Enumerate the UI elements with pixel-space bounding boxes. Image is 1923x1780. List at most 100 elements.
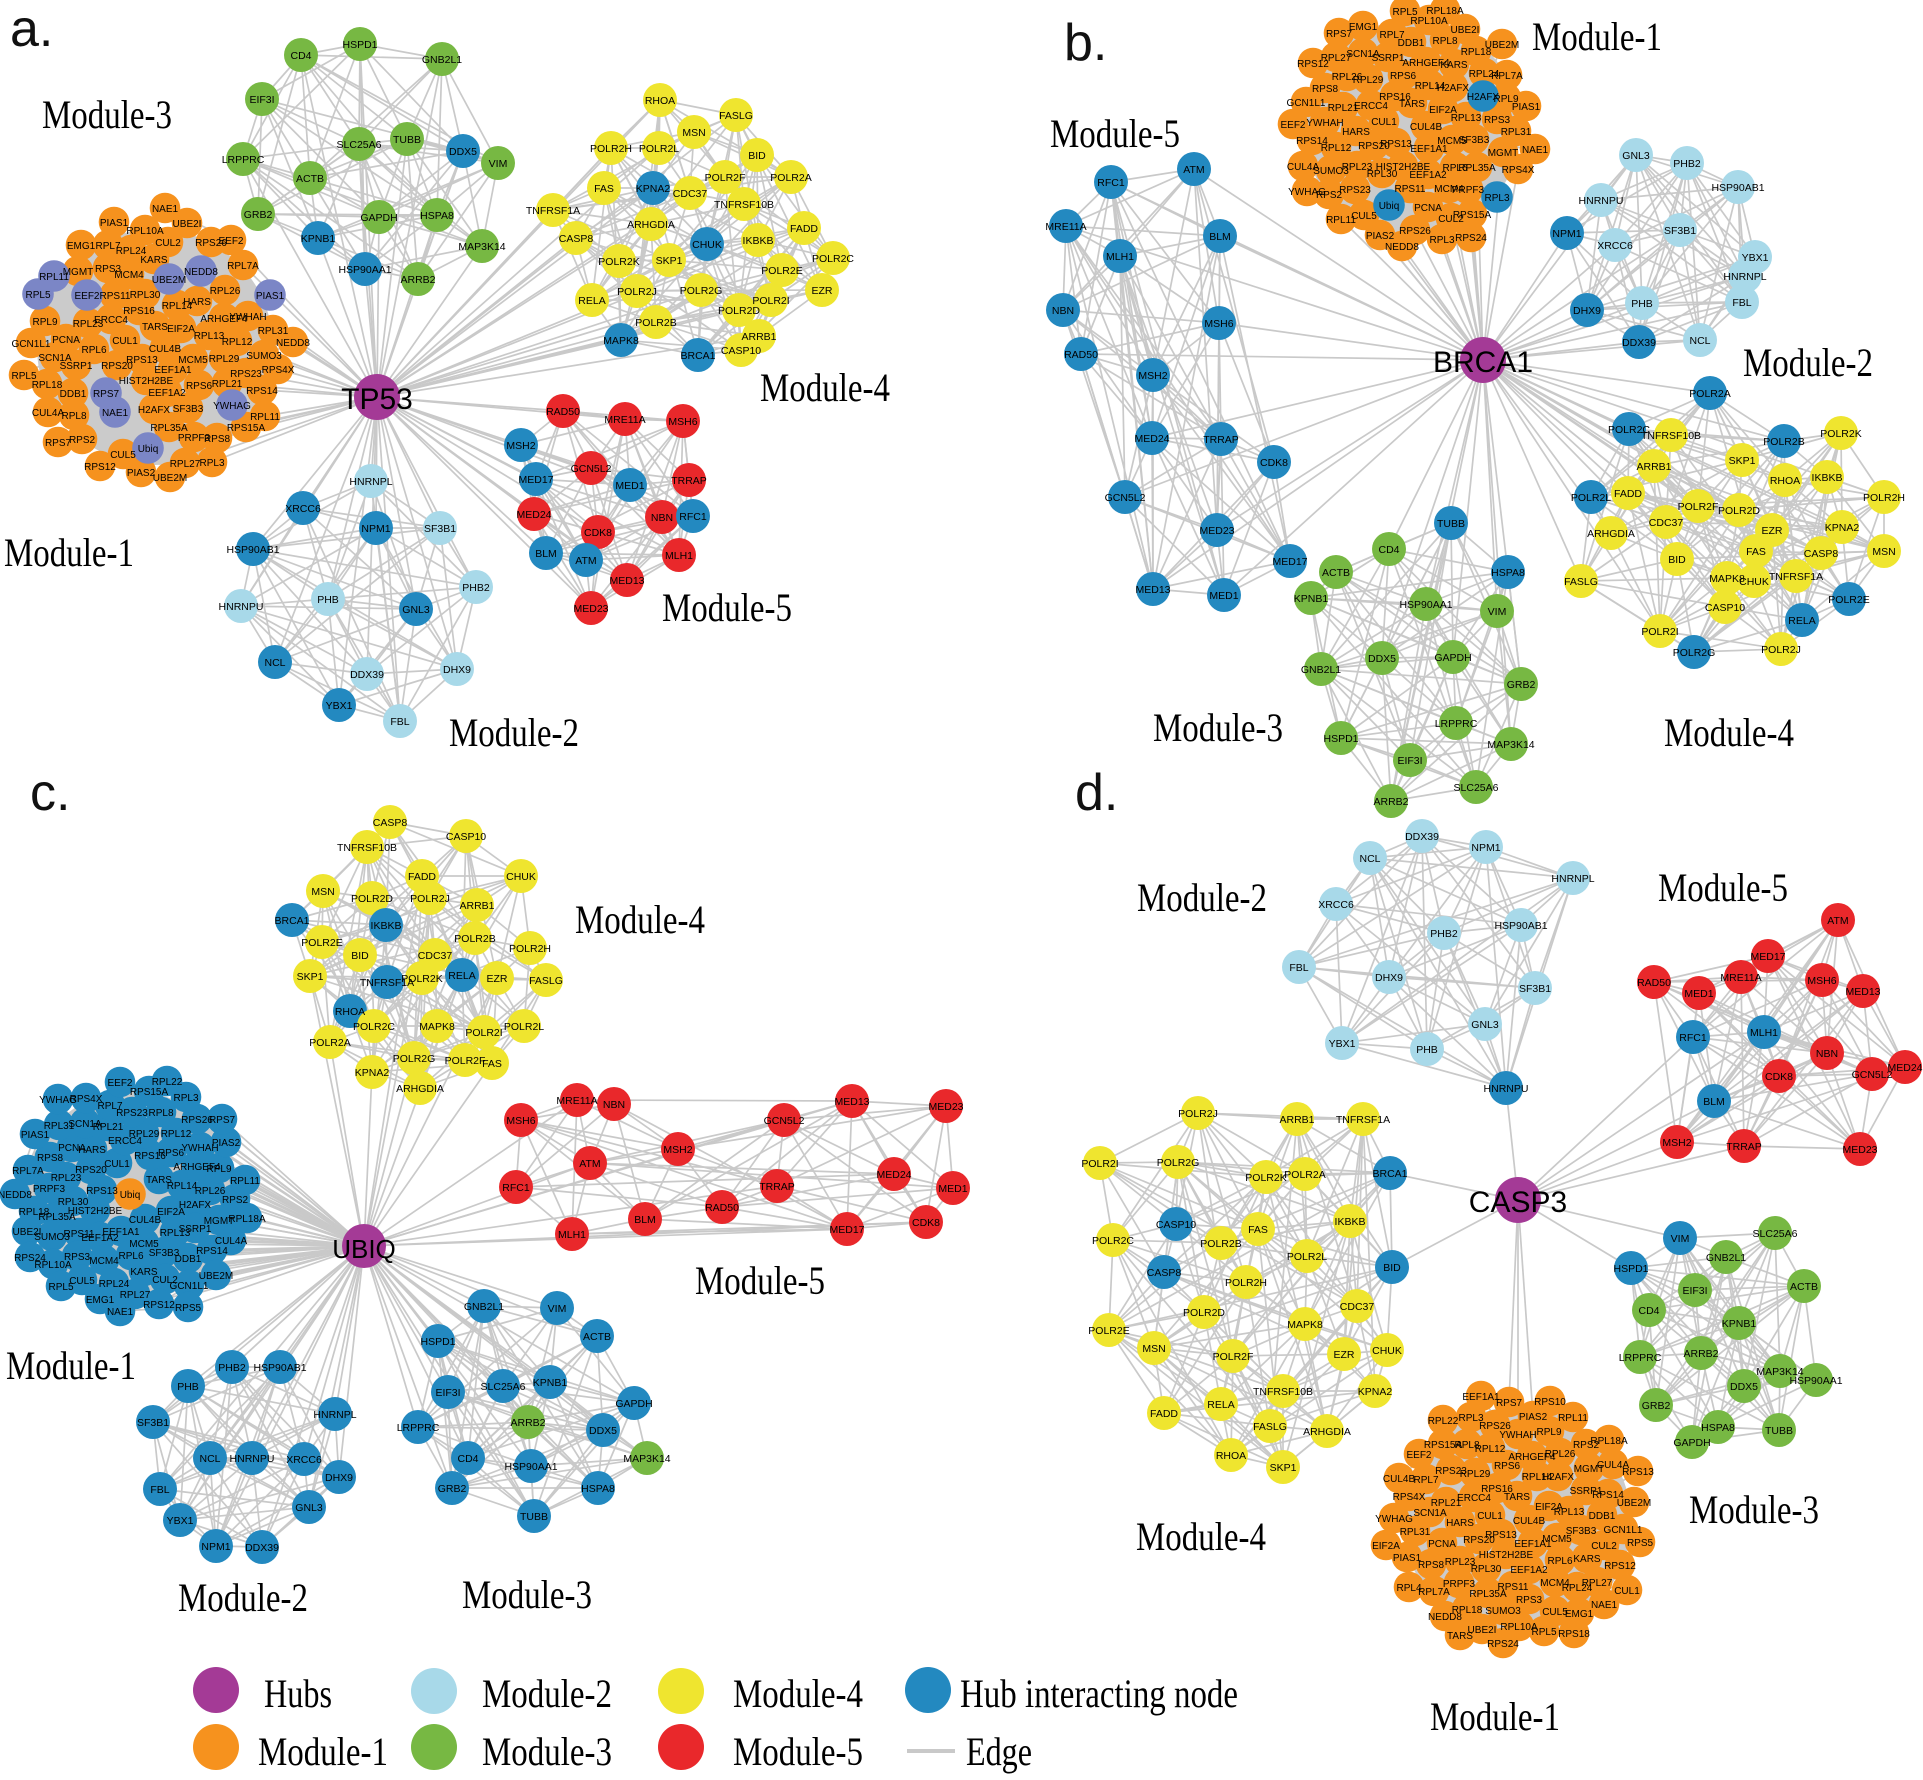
svg-text:HSP90AA1: HSP90AA1 bbox=[1399, 599, 1452, 611]
svg-text:Module-5: Module-5 bbox=[662, 585, 792, 630]
svg-text:KARS: KARS bbox=[130, 1267, 158, 1278]
svg-text:Module-1: Module-1 bbox=[258, 1729, 388, 1774]
svg-text:ERCC4: ERCC4 bbox=[108, 1136, 142, 1147]
svg-text:RPL9: RPL9 bbox=[1536, 1427, 1561, 1438]
svg-text:POLR2E: POLR2E bbox=[301, 937, 342, 949]
svg-text:MED1: MED1 bbox=[1684, 988, 1713, 1000]
svg-text:CD4: CD4 bbox=[290, 50, 311, 62]
svg-text:RPL8: RPL8 bbox=[1432, 36, 1457, 47]
svg-text:SCN1A: SCN1A bbox=[38, 353, 72, 364]
svg-text:MSH6: MSH6 bbox=[506, 1115, 535, 1127]
svg-text:RPL11: RPL11 bbox=[250, 412, 280, 423]
svg-text:POLR2I: POLR2I bbox=[1081, 1158, 1118, 1170]
svg-text:MSN: MSN bbox=[1142, 1343, 1165, 1355]
svg-text:RPL14: RPL14 bbox=[1415, 81, 1446, 92]
svg-text:POLR2I: POLR2I bbox=[752, 295, 789, 307]
svg-text:Ubiq: Ubiq bbox=[120, 1190, 141, 1201]
svg-text:RPS13: RPS13 bbox=[126, 355, 158, 366]
svg-text:RPS18: RPS18 bbox=[1558, 1629, 1590, 1640]
svg-text:POLR2J: POLR2J bbox=[617, 286, 657, 298]
svg-text:CHUK: CHUK bbox=[1372, 1345, 1402, 1357]
svg-text:MED23: MED23 bbox=[1199, 525, 1234, 537]
svg-text:RPL24: RPL24 bbox=[116, 246, 147, 257]
svg-text:EIF2A: EIF2A bbox=[1372, 1541, 1400, 1552]
svg-text:MAPK8: MAPK8 bbox=[419, 1021, 455, 1033]
svg-text:TNFRSF10B: TNFRSF10B bbox=[1253, 1386, 1313, 1398]
svg-text:RPS16: RPS16 bbox=[134, 1151, 166, 1162]
svg-text:UBE2I: UBE2I bbox=[13, 1227, 42, 1238]
svg-text:RPL23: RPL23 bbox=[73, 319, 104, 330]
svg-text:RPS3: RPS3 bbox=[64, 1252, 91, 1263]
svg-text:RPS24: RPS24 bbox=[1455, 233, 1487, 244]
svg-text:DHX9: DHX9 bbox=[443, 664, 471, 676]
svg-text:RPL30: RPL30 bbox=[1367, 169, 1398, 180]
svg-text:RPS16: RPS16 bbox=[1481, 1484, 1513, 1495]
svg-text:EEF2: EEF2 bbox=[1280, 120, 1305, 131]
svg-text:MED13: MED13 bbox=[1845, 986, 1880, 998]
svg-text:BRCA1: BRCA1 bbox=[274, 915, 309, 927]
svg-text:TARS: TARS bbox=[1504, 1492, 1530, 1503]
svg-text:RPL7A: RPL7A bbox=[1491, 71, 1523, 82]
svg-text:RPL12: RPL12 bbox=[1321, 143, 1352, 154]
svg-text:RPS23: RPS23 bbox=[1339, 185, 1371, 196]
svg-text:PHB2: PHB2 bbox=[1673, 158, 1701, 170]
svg-text:UBE2M: UBE2M bbox=[152, 275, 186, 286]
svg-text:RPL27: RPL27 bbox=[120, 1290, 151, 1301]
svg-text:CHUK: CHUK bbox=[692, 239, 722, 251]
svg-text:PHB2: PHB2 bbox=[1430, 928, 1458, 940]
svg-text:POLR2G: POLR2G bbox=[680, 285, 723, 297]
svg-text:RPS4X: RPS4X bbox=[1393, 1492, 1426, 1503]
svg-text:NCL: NCL bbox=[264, 657, 285, 669]
svg-text:RPL23: RPL23 bbox=[1445, 1557, 1476, 1568]
svg-text:FADD: FADD bbox=[1150, 1408, 1178, 1420]
svg-text:RFC1: RFC1 bbox=[679, 511, 707, 523]
svg-text:RPL24: RPL24 bbox=[1562, 1583, 1593, 1594]
svg-text:GAPDH: GAPDH bbox=[360, 212, 397, 224]
svg-text:YBX1: YBX1 bbox=[1742, 252, 1769, 264]
svg-text:YWHAG: YWHAG bbox=[213, 401, 251, 412]
svg-text:ACTB: ACTB bbox=[1790, 1281, 1818, 1293]
svg-text:YWHAG: YWHAG bbox=[1375, 1514, 1413, 1525]
svg-text:H2AFX: H2AFX bbox=[179, 1200, 212, 1211]
svg-text:EIF3I: EIF3I bbox=[435, 1387, 460, 1399]
svg-text:PIAS2: PIAS2 bbox=[127, 468, 156, 479]
svg-text:RELA: RELA bbox=[1207, 1399, 1234, 1411]
svg-text:H2AFX: H2AFX bbox=[1467, 92, 1500, 103]
svg-text:TUBB: TUBB bbox=[393, 134, 421, 146]
svg-text:CDK8: CDK8 bbox=[1260, 457, 1288, 469]
svg-text:TUBB: TUBB bbox=[1437, 518, 1465, 530]
svg-text:BRCA1: BRCA1 bbox=[1372, 1168, 1407, 1180]
svg-text:PRPF3: PRPF3 bbox=[1452, 185, 1485, 196]
svg-text:RAD50: RAD50 bbox=[1637, 977, 1671, 989]
svg-text:LRPPRC: LRPPRC bbox=[1435, 718, 1478, 730]
svg-text:POLR2L: POLR2L bbox=[504, 1021, 544, 1033]
svg-text:GCN1L1: GCN1L1 bbox=[12, 339, 51, 350]
svg-text:EMG1: EMG1 bbox=[1565, 1609, 1594, 1620]
svg-text:RPS14: RPS14 bbox=[246, 386, 278, 397]
svg-text:RPL30: RPL30 bbox=[58, 1197, 89, 1208]
svg-text:RAD50: RAD50 bbox=[546, 406, 580, 418]
svg-text:MCM4: MCM4 bbox=[1540, 1578, 1570, 1589]
svg-text:YBX1: YBX1 bbox=[167, 1515, 194, 1527]
svg-text:POLR2C: POLR2C bbox=[1608, 424, 1650, 436]
svg-text:TNFRSF1A: TNFRSF1A bbox=[360, 977, 414, 989]
svg-text:POLR2H: POLR2H bbox=[509, 943, 551, 955]
svg-text:BLM: BLM bbox=[1209, 231, 1231, 243]
svg-text:IKBKB: IKBKB bbox=[1812, 472, 1843, 484]
svg-text:RPL7: RPL7 bbox=[1413, 1475, 1438, 1486]
svg-text:HARS: HARS bbox=[183, 297, 211, 308]
svg-text:TARS: TARS bbox=[1447, 1631, 1473, 1642]
svg-text:BLM: BLM bbox=[1703, 1096, 1725, 1108]
svg-text:PIAS1: PIAS1 bbox=[256, 291, 285, 302]
svg-text:TNFRSF10B: TNFRSF10B bbox=[714, 199, 774, 211]
svg-text:Module-5: Module-5 bbox=[1050, 111, 1180, 156]
svg-text:HNRNPL: HNRNPL bbox=[1551, 873, 1594, 885]
svg-text:Module-3: Module-3 bbox=[1153, 705, 1283, 750]
svg-text:BID: BID bbox=[1383, 1262, 1401, 1274]
svg-text:MCM4: MCM4 bbox=[114, 270, 144, 281]
svg-text:RPS7: RPS7 bbox=[1326, 29, 1353, 40]
svg-text:RPL7A: RPL7A bbox=[1418, 1587, 1450, 1598]
svg-text:RPS23: RPS23 bbox=[1435, 1466, 1467, 1477]
svg-text:BRCA1: BRCA1 bbox=[1433, 346, 1533, 379]
svg-text:EEF1A2: EEF1A2 bbox=[148, 388, 186, 399]
